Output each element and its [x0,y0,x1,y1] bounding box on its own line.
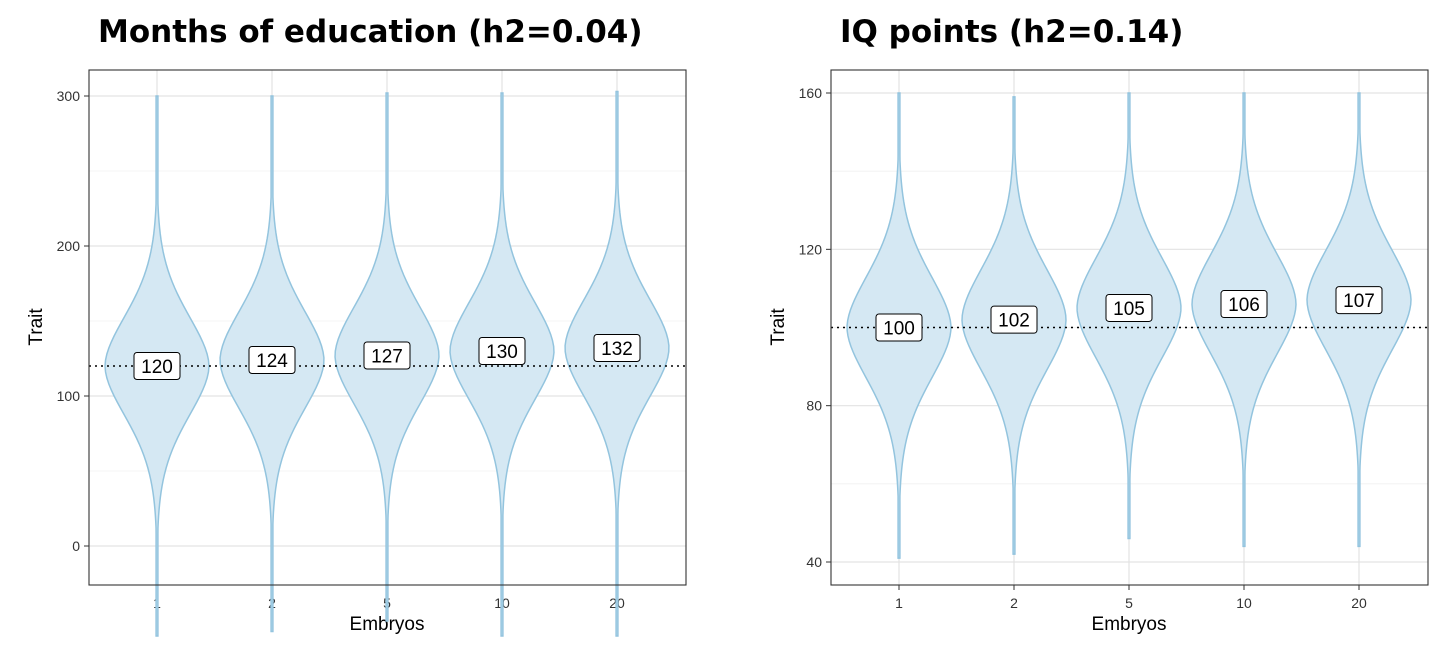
data-label-box [478,337,526,365]
y-tick-label: 120 [799,241,823,257]
x-tick-label: 2 [1010,595,1018,611]
x-tick-label: 1 [895,595,903,611]
violin-10 [1191,92,1297,548]
data-label: 124 [256,351,288,372]
y-tick-label: 40 [806,554,822,570]
data-label-box [1105,293,1153,322]
data-label-box [363,341,411,370]
violin-20 [1306,92,1412,548]
x-axis-title: Embryos [350,614,425,635]
data-label-box [990,305,1038,334]
x-tick-label: 5 [1125,595,1133,611]
y-tick-label: 200 [57,238,81,254]
data-label: 132 [601,339,633,360]
data-label-box [133,352,181,380]
data-label: 106 [1228,295,1260,316]
y-tick-label: 300 [57,88,81,104]
y-axis-title: Trait [768,308,789,346]
panel-title: Months of education (h2=0.04) [98,14,643,50]
data-label: 105 [1113,299,1145,320]
panel-title: IQ points (h2=0.14) [840,14,1183,50]
data-label-box [875,313,923,342]
y-tick-label: 160 [799,85,823,101]
data-label: 127 [371,347,403,368]
y-tick-label: 100 [57,388,81,404]
data-label: 120 [141,357,173,378]
x-tick-label: 20 [1351,595,1367,611]
x-axis-title: Embryos [1092,614,1167,635]
violin-20 [564,90,670,637]
x-tick-label: 10 [1236,595,1252,611]
data-label-box [593,334,641,362]
plot-frame [830,69,1429,586]
data-label: 130 [486,342,518,363]
data-label: 107 [1343,291,1375,312]
y-tick-label: 0 [72,538,80,554]
education-panel: Months of education (h2=0.04) Embryos Tr… [26,14,687,637]
y-tick-label: 80 [806,398,822,414]
plot-frame [88,69,687,586]
iq-panel: IQ points (h2=0.14) Embryos Trait 408012… [768,14,1429,635]
data-label: 100 [883,319,915,340]
data-label-box [1335,286,1383,315]
data-label: 102 [998,311,1030,332]
y-axis-title: Trait [26,308,47,346]
data-label-box [248,346,296,374]
data-label-box [1220,290,1268,319]
